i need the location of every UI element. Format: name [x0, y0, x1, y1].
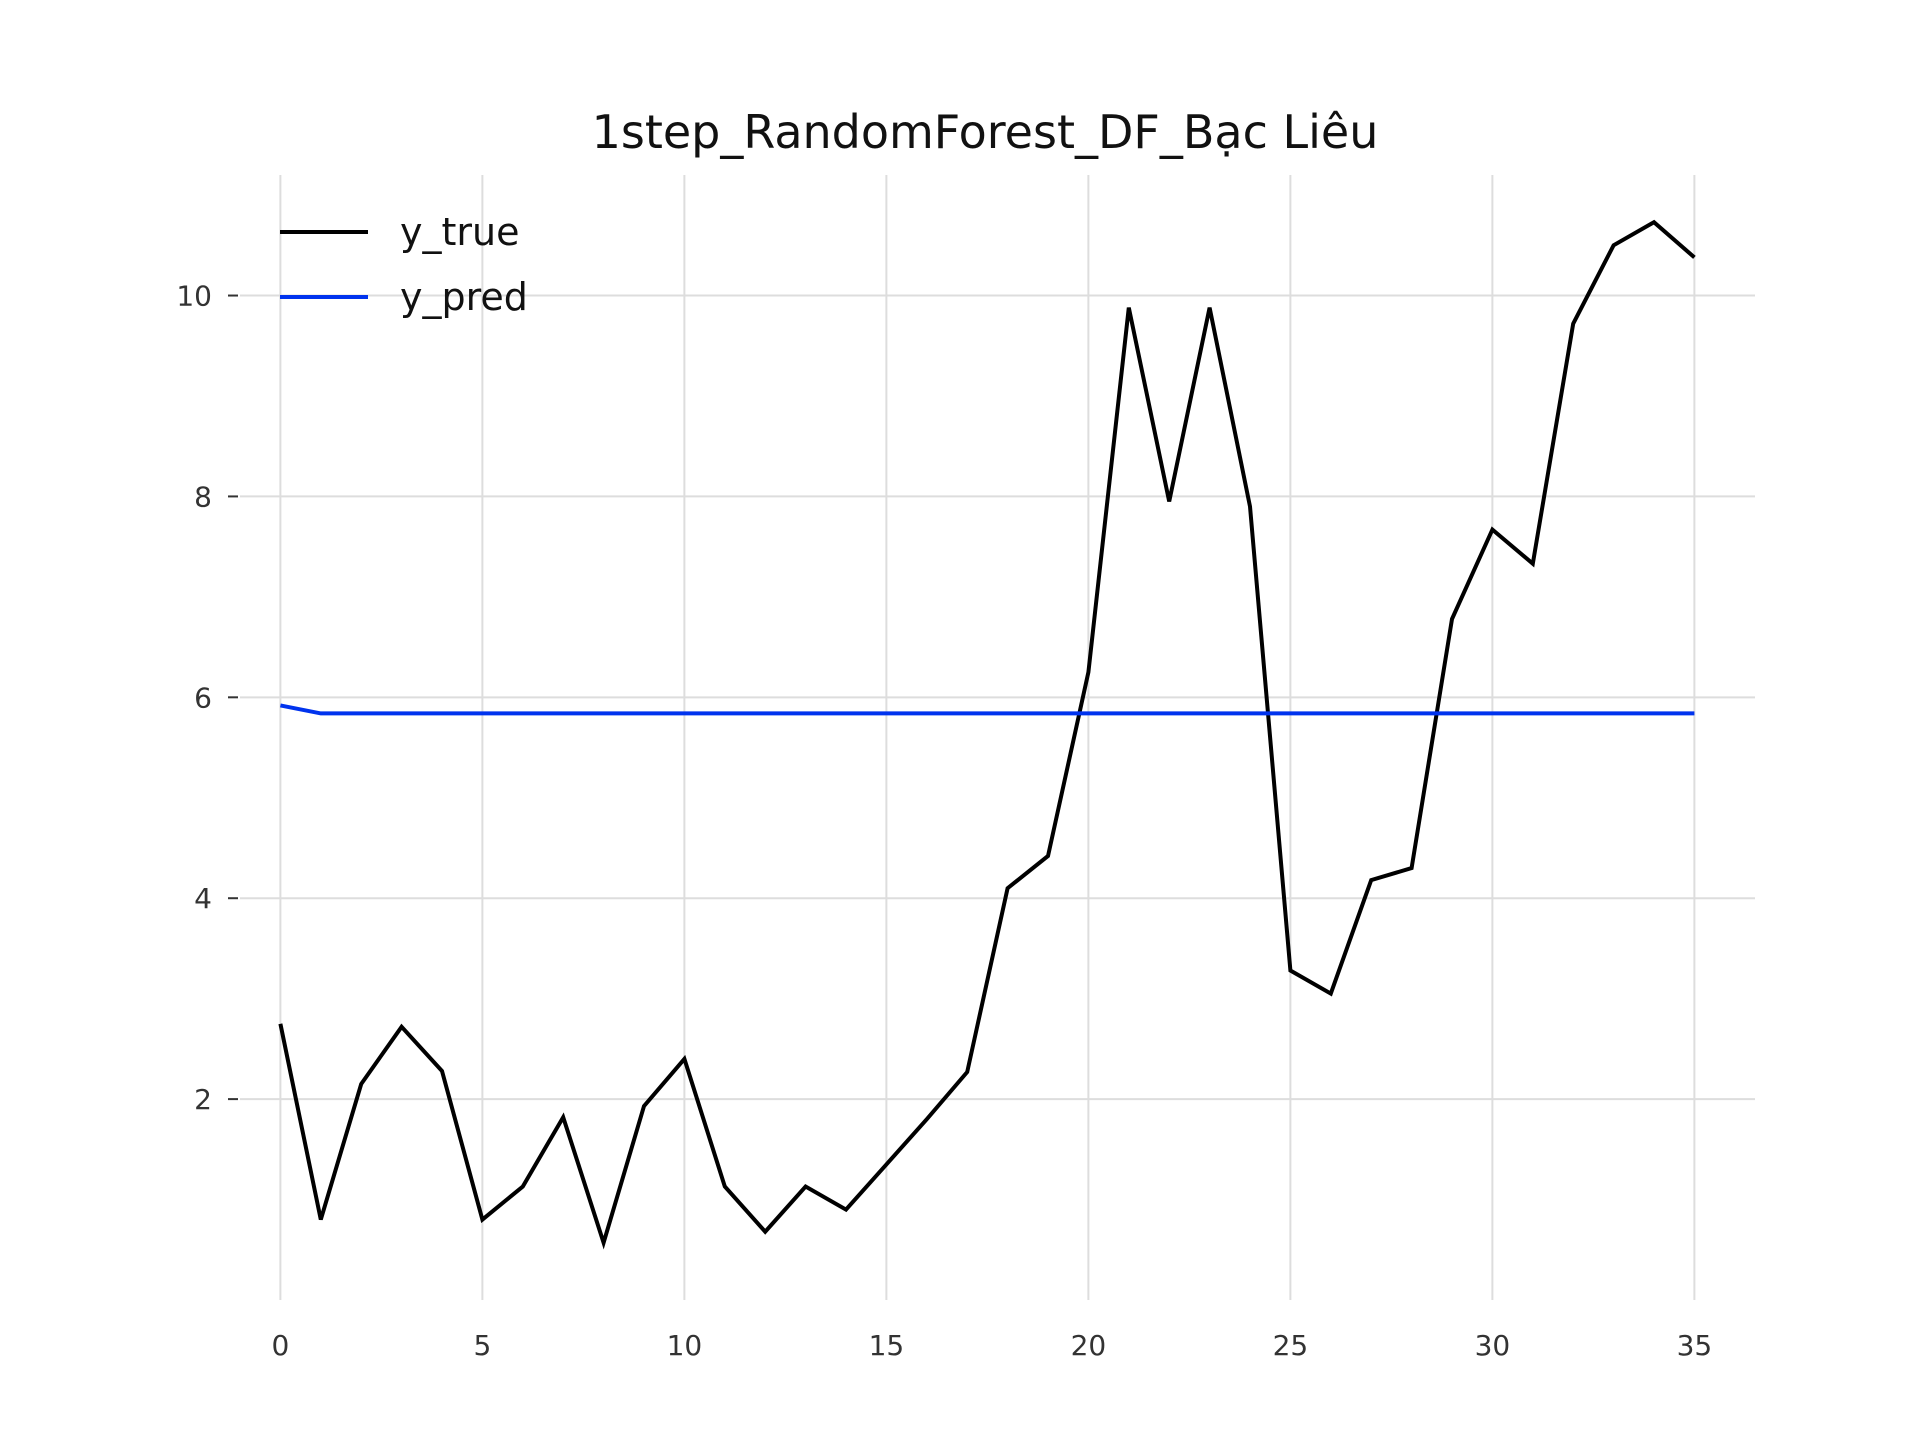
- legend-label: y_true: [400, 210, 519, 254]
- series-layer: [278, 219, 1696, 1250]
- x-tick-label: 15: [869, 1329, 905, 1362]
- legend-label: y_pred: [400, 275, 528, 319]
- y-tick-label: 6: [194, 681, 212, 714]
- y-tick-label: 4: [194, 882, 212, 915]
- y-axis: 2 4 6 8 10: [176, 280, 238, 1116]
- series-line-y-true: [278, 219, 1696, 1250]
- x-tick-label: 0: [271, 1329, 289, 1362]
- y-tick-label: 8: [194, 480, 212, 513]
- x-tick-label: 10: [667, 1329, 703, 1362]
- series-line-y-pred: [280, 703, 1695, 716]
- x-tick-label: 30: [1475, 1329, 1511, 1362]
- chart-title: 1step_RandomForest_DF_Bạc Liêu: [592, 105, 1379, 159]
- grid: [240, 175, 1755, 1300]
- legend: y_true y_pred: [280, 210, 528, 319]
- x-tick-label: 5: [473, 1329, 491, 1362]
- y-tick-label: 2: [194, 1083, 212, 1116]
- x-tick-label: 20: [1071, 1329, 1107, 1362]
- x-tick-label: 35: [1677, 1329, 1713, 1362]
- x-axis: 0 5 10 15 20 25 30 35: [271, 1329, 1712, 1362]
- x-tick-label: 25: [1273, 1329, 1309, 1362]
- y-tick-label: 10: [176, 280, 212, 313]
